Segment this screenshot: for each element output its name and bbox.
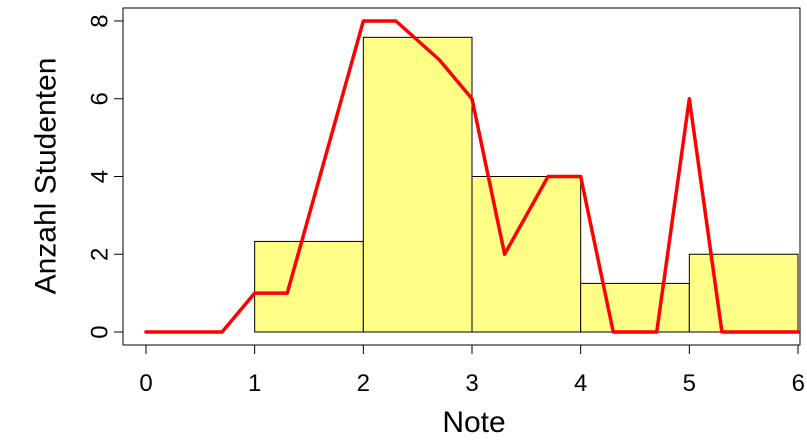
bar-1 xyxy=(254,240,364,333)
bar-5 xyxy=(688,253,799,333)
x-axis: 0 1 2 3 4 5 6 xyxy=(139,344,805,397)
x-tick-label: 2 xyxy=(357,370,370,397)
x-tick-label: 1 xyxy=(248,370,261,397)
x-tick-label: 4 xyxy=(574,370,587,397)
x-tick-label: 6 xyxy=(792,370,805,397)
y-tick-label: 0 xyxy=(87,325,114,338)
x-tick-label: 0 xyxy=(139,370,152,397)
plot-area xyxy=(122,7,801,346)
y-axis-title: Anzahl Studenten xyxy=(30,58,63,295)
series-line xyxy=(144,19,800,334)
bar-2 xyxy=(362,36,473,333)
y-tick-label: 8 xyxy=(87,14,114,27)
x-axis-title: Note xyxy=(442,406,505,439)
bar-3 xyxy=(471,176,582,333)
y-tick-label: 4 xyxy=(87,170,114,183)
y-tick-label: 2 xyxy=(87,248,114,261)
y-axis: 0 2 4 6 8 xyxy=(87,14,124,339)
y-tick-label: 6 xyxy=(87,92,114,105)
bar-4 xyxy=(580,282,690,333)
x-tick-label: 5 xyxy=(683,370,696,397)
x-tick-label: 3 xyxy=(465,370,478,397)
